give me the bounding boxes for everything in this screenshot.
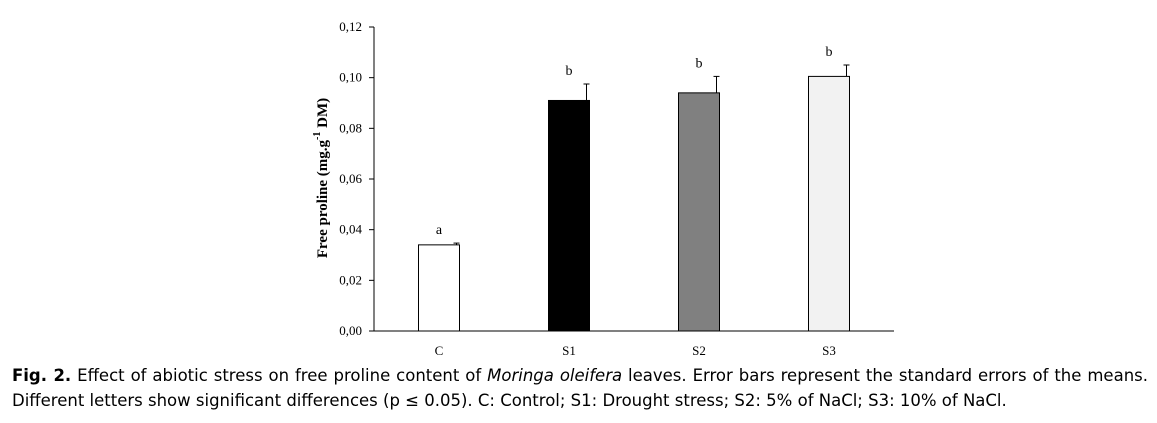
bar-s3 xyxy=(808,75,850,332)
y-axis-title-tail: DM) xyxy=(315,98,331,132)
caption-text-2: leaves. Error bars represent the standar… xyxy=(12,366,1148,410)
x-tick-label-s2: S2 xyxy=(692,343,706,358)
significance-letter-s3: b xyxy=(826,45,833,60)
bar-chart: 0,00 0,02 0,04 0,06 0,08 0,10 0,12 a Cb S1 b S2 b S3… xyxy=(312,19,894,358)
figure-label: Fig. 2. xyxy=(12,366,72,385)
bar-c xyxy=(418,244,460,332)
y-tick-label: 0,04 xyxy=(339,222,362,237)
x-tick-label-s1: S1 xyxy=(562,343,576,358)
x-tick-label-c: C xyxy=(435,343,444,358)
significance-letter-c: a xyxy=(436,223,443,238)
figure-caption: Fig. 2. Effect of abiotic stress on free… xyxy=(12,363,1148,413)
y-axis-title-main: Free proline (mg.g xyxy=(315,139,331,258)
bars xyxy=(418,75,850,332)
y-tick-label: 0,00 xyxy=(339,323,362,338)
y-tick-label: 0,06 xyxy=(339,171,362,186)
significance-letter-s1: b xyxy=(566,64,573,79)
y-tick-label: 0,12 xyxy=(339,19,362,34)
error-bars xyxy=(453,64,850,245)
bar-s2 xyxy=(678,92,720,332)
y-tick-label: 0,10 xyxy=(339,70,362,85)
x-tick-label-s3: S3 xyxy=(822,343,836,358)
y-tick-label: 0,02 xyxy=(339,272,362,287)
y-ticks: 0,00 0,02 0,04 0,06 0,08 0,10 0,12 xyxy=(339,19,374,338)
y-axis-title: Free proline (mg.g-1 DM) xyxy=(312,98,331,258)
caption-text-1: Effect of abiotic stress on free proline… xyxy=(71,366,488,385)
y-tick-label: 0,08 xyxy=(339,120,362,135)
labels: a Cb S1 b S2 b S3 xyxy=(435,45,836,358)
bar-s1 xyxy=(548,99,590,332)
significance-letter-s2: b xyxy=(696,56,703,71)
y-axis-title-sup: -1 xyxy=(312,132,323,140)
species-name: Moringa oleifera xyxy=(487,366,623,385)
